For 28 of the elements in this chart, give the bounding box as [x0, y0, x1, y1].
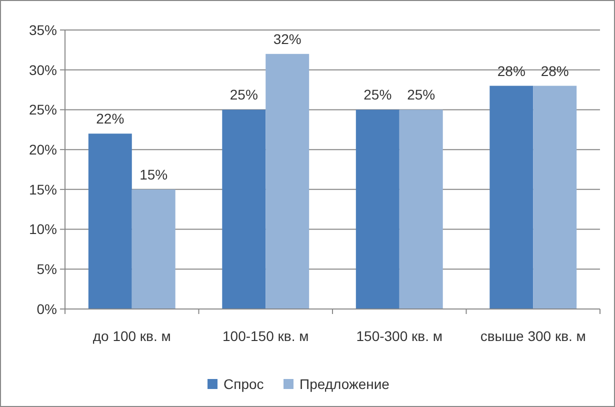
y-tick-label: 10%: [28, 221, 57, 238]
bar: [356, 110, 400, 309]
y-tick-label: 0%: [36, 300, 57, 317]
bar: [490, 86, 534, 309]
data-label: 22%: [96, 110, 124, 127]
y-tick-label: 35%: [28, 22, 57, 38]
x-tick-label: до 100 кв. м: [92, 328, 171, 344]
data-label: 15%: [140, 166, 168, 182]
x-tick-label: 150-300 кв. м: [356, 328, 442, 344]
data-label: 25%: [407, 86, 436, 103]
bar: [266, 54, 310, 309]
y-tick-label: 15%: [28, 181, 57, 198]
legend-label: Предложение: [300, 376, 390, 392]
y-tick-label: 25%: [28, 102, 57, 118]
bar: [132, 189, 176, 309]
bar: [399, 110, 443, 309]
x-tick-label: свыше 300 кв. м: [480, 328, 586, 344]
bar: [88, 134, 132, 309]
x-tick-label: 100-150 кв. м: [222, 328, 309, 344]
data-label: 25%: [364, 86, 392, 103]
y-tick-label: 20%: [28, 141, 57, 158]
legend-label: Спрос: [224, 376, 264, 392]
data-label: 32%: [273, 30, 302, 47]
bar: [533, 86, 577, 309]
data-label: 25%: [230, 86, 258, 103]
y-tick-label: 30%: [28, 62, 57, 78]
y-tick-label: 5%: [36, 261, 57, 278]
bar: [222, 110, 266, 309]
